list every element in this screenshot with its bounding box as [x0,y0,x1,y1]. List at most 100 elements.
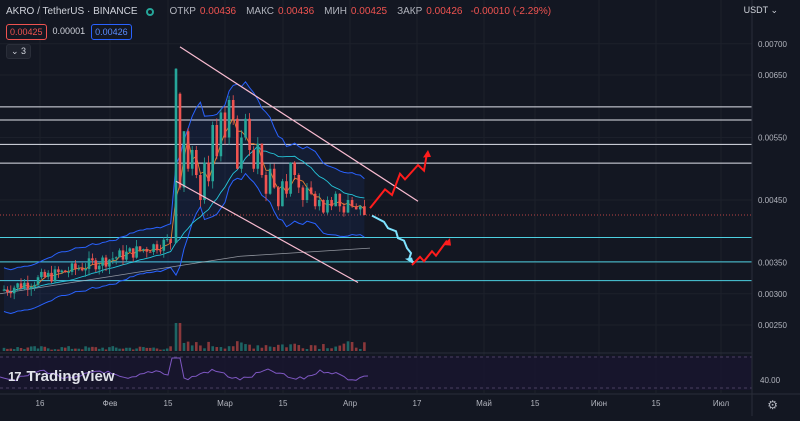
candle-body [346,200,350,213]
candle-body [260,143,264,175]
volume-bar [223,348,227,351]
candle-body [277,187,280,207]
buy-price-button[interactable]: 0.00426 [91,24,132,40]
sell-price-button[interactable]: 0.00425 [6,24,47,40]
candle-body [2,289,6,291]
volume-bar [94,347,98,351]
time-tick-label: Июл [713,399,730,408]
candle-body [186,131,190,169]
channel-lower-line [175,180,359,284]
time-tick-label: Апр [343,399,358,408]
candle-body [40,271,43,278]
candle-body [46,272,50,277]
volume-bar [19,348,23,351]
candle-body [97,265,101,270]
candle-body [6,289,9,292]
volume-bar [363,342,366,351]
time-tick-label: Мар [217,399,233,408]
candle-body [219,112,223,157]
volume-bar [354,347,358,351]
bollinger-fill [4,81,365,314]
volume-bar [43,346,47,351]
volume-bar [330,348,333,351]
volume-bar [128,347,132,351]
high-value: 0.00436 [278,6,315,17]
low-label: МИН [324,6,347,17]
volume-bar [16,347,19,351]
candle-body [142,249,145,251]
recovery-projection-path [411,240,448,266]
time-tick-label: 15 [531,399,540,408]
currency-selector[interactable]: USDT ⌄ [743,5,778,15]
candle-body [182,131,186,188]
volume-bar [2,347,6,351]
volume-bar [207,341,210,351]
price-tick-label: 0.00250 [758,321,787,330]
candle-body [289,162,292,194]
symbol-title[interactable]: AKRO / TetherUS · BINANCE [6,6,138,17]
volume-bar [248,344,251,351]
volume-bar [70,348,74,351]
channel-upper-line [179,46,419,202]
rsi-line [0,357,369,382]
volume-bar [169,346,172,351]
volume-bar [36,348,40,351]
candle-body [248,118,251,150]
candle-body [16,283,19,288]
candle-body [293,162,296,175]
candle-body [256,143,260,169]
gear-icon[interactable]: ⚙ [767,398,778,412]
candle-body [33,284,36,287]
candle-body [26,282,30,289]
volume-bar [53,349,57,351]
candle-body [60,270,64,273]
volume-bar [227,346,231,351]
candle-body [211,125,214,182]
candle-body [9,291,13,294]
candle-body [313,193,317,207]
tradingview-logo-text: TradingView [26,368,115,385]
candle-body [91,258,94,261]
candle-body [114,257,118,259]
candle-body [108,259,111,267]
candle-body [145,249,149,252]
candle-body [67,271,70,273]
volume-bar [215,347,219,351]
rsi-level-label: 40.00 [760,376,781,385]
candle-body [223,112,227,138]
volume-bar [359,348,362,351]
candle-body [77,268,81,270]
candle-body [148,251,152,253]
volume-bar [326,348,329,351]
candle-body [268,168,272,194]
candle-body [350,200,354,207]
candle-body [43,271,47,277]
tradingview-logo[interactable]: 17 TradingView [8,368,115,385]
time-tick-label: 15 [164,399,173,408]
candle-body [178,93,182,188]
price-tick-label: 0.00300 [758,290,787,299]
volume-bar [190,345,194,351]
candle-body [104,257,108,267]
volume-bar [26,347,30,351]
indicators-collapse-button[interactable]: ⌄ 3 [6,44,32,59]
quick-trade: 0.00425 0.00001 0.00426 [6,24,132,40]
symbol-legend: AKRO / TetherUS · BINANCE ОТКР 0.00436 МА… [6,6,551,17]
volume-bar [114,347,118,351]
candle-body [322,200,325,213]
volume-bar [272,347,276,351]
candle-body [215,125,219,157]
candle-body [121,250,125,260]
candle-body [326,200,329,213]
volume-bar [244,344,247,351]
volume-bar [240,342,243,351]
candle-body [195,150,198,175]
volume-bar [67,346,70,351]
volume-bar [309,345,313,351]
time-tick-label: 15 [279,399,288,408]
volume-bar [252,348,255,351]
time-tick-label: Май [476,399,492,408]
volume-bar [50,349,53,351]
